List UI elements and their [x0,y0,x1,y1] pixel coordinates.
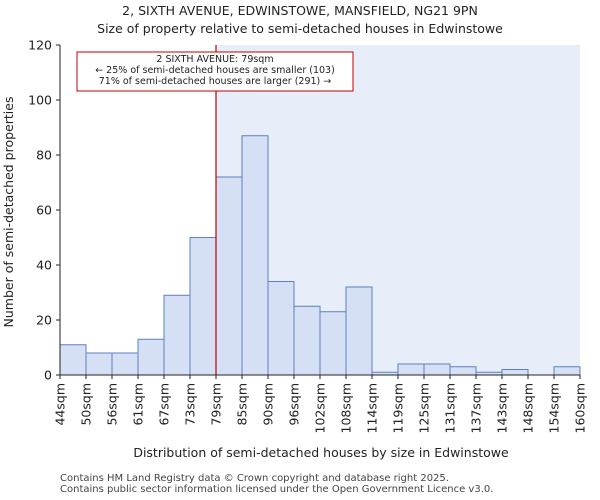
x-tick-label: 148sqm [521,383,536,433]
annotation-line-2: ← 25% of semi-detached houses are smalle… [95,65,335,76]
bars-group [59,135,581,376]
bar-61sqm [137,338,165,376]
y-tick-label: 20 [36,313,52,328]
x-tick-label: 125sqm [417,383,432,433]
x-tick-label: 143sqm [495,383,510,433]
annotation-line-1: 2 SIXTH AVENUE: 79sqm [156,54,273,65]
bar-96sqm [293,305,321,376]
bar-102sqm [319,311,347,376]
y-tick-label: 40 [36,258,52,273]
x-tick-label: 160sqm [573,383,588,433]
footer-licence: Contains public sector information licen… [60,484,494,495]
x-tick-label: 114sqm [365,383,380,433]
x-tick-label: 102sqm [313,383,328,433]
bar-79sqm [215,176,243,376]
annotation-border [76,51,354,92]
bar-143sqm [501,369,529,376]
bar-90sqm [267,281,295,376]
chart-title-address: 2, SIXTH AVENUE, EDWINSTOWE, MANSFIELD, … [122,3,478,18]
x-tick-label: 67sqm [157,383,172,426]
x-axis-label: Distribution of semi-detached houses by … [133,445,509,460]
bar-131sqm [449,366,477,376]
x-tick-label: 79sqm [209,383,224,426]
bar-108sqm [345,286,373,376]
bar-50sqm [85,352,113,376]
x-tick-label: 137sqm [469,383,484,433]
x-tick-label: 85sqm [235,383,250,426]
bar-67sqm [163,294,191,376]
y-tick-label: 80 [36,148,52,163]
bar-119sqm [397,363,425,376]
x-tick-label: 56sqm [105,383,120,426]
y-axis-label: Number of semi-detached properties [1,97,16,328]
footer-copyright: Contains HM Land Registry data © Crown c… [60,473,449,484]
x-tick-label: 119sqm [391,383,406,433]
bar-154sqm [553,366,581,376]
x-tick-label: 108sqm [339,383,354,433]
annotation-box: 2 SIXTH AVENUE: 79sqm ← 25% of semi-deta… [76,51,354,92]
x-tick-label: 44sqm [53,383,68,426]
bar-125sqm [423,363,451,376]
y-tick-label: 60 [36,203,52,218]
x-tick-label: 61sqm [131,383,146,426]
y-tick-label: 100 [28,93,52,108]
x-tick-label: 131sqm [443,383,458,433]
axes-group: 0 20 40 60 80 100 120 44sqm 50sqm 56sqm 61sqm 67sqm… [28,38,587,434]
y-tick-label: 0 [44,368,52,383]
x-tick-label: 90sqm [261,383,276,426]
x-tick-label: 73sqm [183,383,198,426]
bar-73sqm [189,237,217,376]
y-tick-label: 120 [28,38,52,53]
bar-56sqm [111,352,139,376]
bar-44sqm [59,344,87,376]
chart-title: Size of property relative to semi-detach… [97,21,503,36]
annotation-line-3: 71% of semi-detached houses are larger (… [99,76,332,87]
x-tick-label: 154sqm [547,383,562,433]
x-tick-label: 50sqm [79,383,94,426]
x-tick-label: 96sqm [287,383,302,426]
bar-85sqm [241,135,269,376]
